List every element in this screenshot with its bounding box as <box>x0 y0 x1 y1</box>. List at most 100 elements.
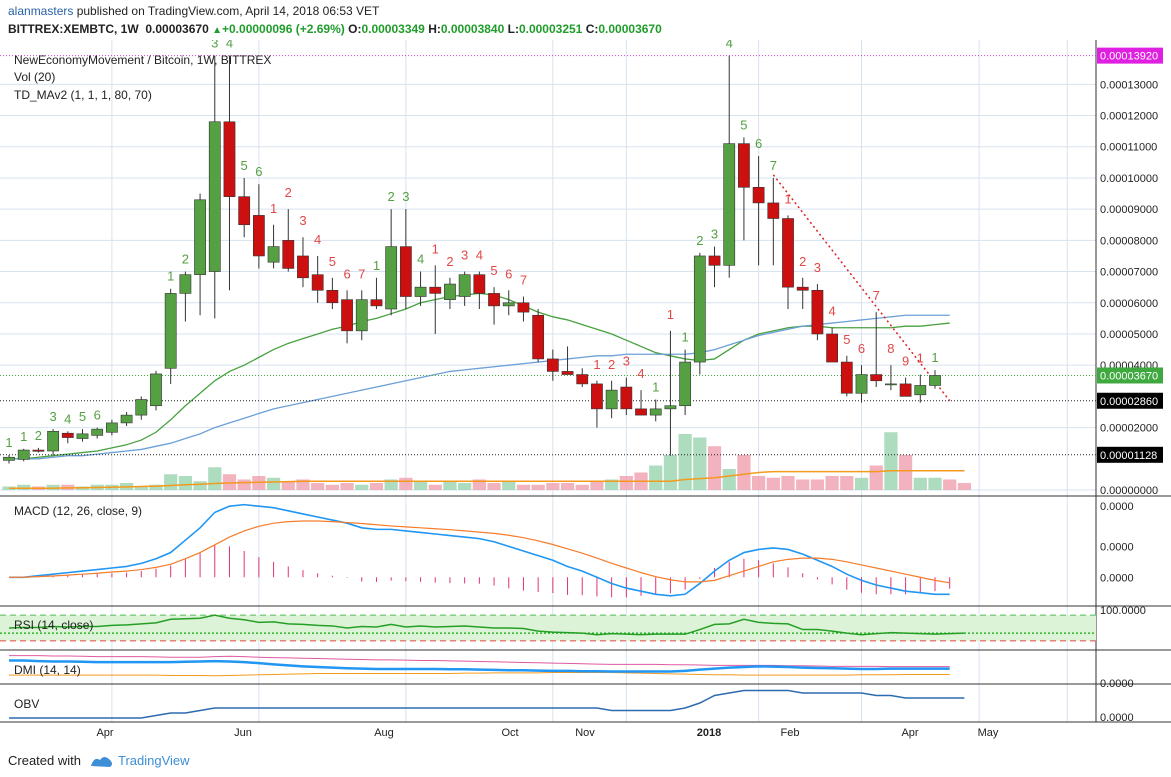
low-value: 0.00003251 <box>518 22 583 36</box>
td-count-label: 7 <box>520 273 527 288</box>
volume-bar <box>193 481 207 490</box>
candle-body <box>532 314 545 360</box>
volume-bar <box>898 455 913 490</box>
price-tick-label: 0.00008000 <box>1100 235 1158 247</box>
up-arrow-icon: ▲ <box>212 25 222 36</box>
price-tick-label: 0.00012000 <box>1100 111 1158 123</box>
td-count-label: 1 <box>270 201 277 216</box>
macd-tick-label: 0.0000 <box>1100 572 1134 584</box>
candle-body <box>502 302 515 307</box>
header: alanmasters published on TradingView.com… <box>0 0 1171 40</box>
volume-bar <box>943 479 957 490</box>
candle-body <box>179 274 192 294</box>
candle-body <box>929 375 941 386</box>
candle-body <box>576 374 589 385</box>
candle-body <box>267 246 280 263</box>
panel-separators <box>0 40 1171 723</box>
volume-bar <box>707 446 722 490</box>
time-axis[interactable]: Apr Jun Aug Oct Nov 2018 Feb Apr May <box>96 727 998 739</box>
high-label: H: <box>428 22 441 36</box>
volume-bar <box>428 484 442 490</box>
volume-bar <box>134 486 148 490</box>
volume-bar <box>678 434 692 490</box>
candle-body <box>605 389 618 410</box>
candle-body <box>664 405 677 410</box>
td-count-label: 1 <box>20 429 27 444</box>
td-count-label: 5 <box>740 117 747 132</box>
signal-line <box>9 520 950 584</box>
td-count-label: 6 <box>858 341 865 356</box>
td-count-label: 9 <box>902 354 909 369</box>
td-count-label: 1 <box>784 191 791 206</box>
td-count-label: 5 <box>843 332 850 347</box>
td-count-label: 6 <box>94 408 101 423</box>
td-count-label: 5 <box>329 254 336 269</box>
volume-bar <box>957 483 972 490</box>
macd-tick-label: 0.0000 <box>1100 501 1134 513</box>
candle-body <box>708 255 721 266</box>
dmi-plus-line <box>9 655 950 668</box>
candle-body <box>194 199 206 275</box>
candle-body <box>649 408 662 416</box>
volume-bar <box>472 479 486 490</box>
candle-body <box>399 246 412 297</box>
volume-bar <box>384 479 398 490</box>
candle-body <box>723 143 736 266</box>
volume-bar <box>237 479 251 490</box>
volume-bar <box>17 484 31 490</box>
time-tick-label: Oct <box>501 727 518 739</box>
candle-body <box>620 386 633 410</box>
td-count-label: 1 <box>432 241 439 256</box>
price-axis[interactable]: 0.00013000 0.00012000 0.00011000 0.00010000… <box>1097 47 1163 724</box>
volume-bar <box>810 479 825 490</box>
candle-body <box>47 431 59 452</box>
time-tick-label: Feb <box>781 727 800 739</box>
td-count-label: 7 <box>873 288 880 303</box>
low-label: L: <box>507 22 519 36</box>
candle-body <box>120 414 133 424</box>
td-count-label: 3 <box>211 40 218 51</box>
macd-line <box>9 503 950 597</box>
candle-body <box>811 289 824 335</box>
open-label: O: <box>348 22 362 36</box>
rsi-tick-label: 100.0000 <box>1100 605 1146 617</box>
td-count-label: 6 <box>343 266 350 281</box>
volume-bar <box>164 474 178 490</box>
tradingview-link[interactable]: TradingView <box>118 753 190 768</box>
volume-bar <box>46 484 60 490</box>
volume-bar <box>281 481 295 490</box>
price-tick-label: 0.00009000 <box>1100 204 1158 216</box>
volume-bar <box>546 483 560 490</box>
candle-body <box>885 383 897 386</box>
candle-body <box>252 215 265 257</box>
candle-body <box>693 255 706 363</box>
volume-bar <box>340 483 354 490</box>
candle-body <box>429 286 442 294</box>
td-count-label: 2 <box>799 254 806 269</box>
candle-body <box>164 293 177 369</box>
volume-bar <box>502 481 516 490</box>
price-tick-label: 0.00010000 <box>1100 173 1158 185</box>
price-tick-label: 0.00007000 <box>1100 267 1158 279</box>
time-tick-label: May <box>978 727 999 739</box>
macd-label: MACD (12, 26, close, 9) <box>14 504 142 518</box>
volume-bar <box>149 484 163 490</box>
candle-body <box>899 383 912 397</box>
author-link[interactable]: alanmasters <box>8 4 74 18</box>
open-value: 0.00003349 <box>361 22 425 36</box>
candle-body <box>370 299 383 307</box>
td-count-label: 7 <box>358 266 365 281</box>
time-tick-label: Apr <box>96 727 113 739</box>
td-count-label: 2 <box>182 252 189 267</box>
candle-body <box>488 293 500 307</box>
symbol: BITTREX:XEMBTC, 1W <box>8 22 139 36</box>
candle-body <box>517 302 530 313</box>
volume-bar <box>796 479 810 490</box>
td-count-label: 2 <box>388 189 395 204</box>
price-tag <box>1097 367 1163 384</box>
high-value: 0.00003840 <box>440 22 505 36</box>
close-value: 0.00003670 <box>598 22 662 36</box>
candle-body <box>61 432 74 438</box>
time-tick-label: Apr <box>901 727 918 739</box>
